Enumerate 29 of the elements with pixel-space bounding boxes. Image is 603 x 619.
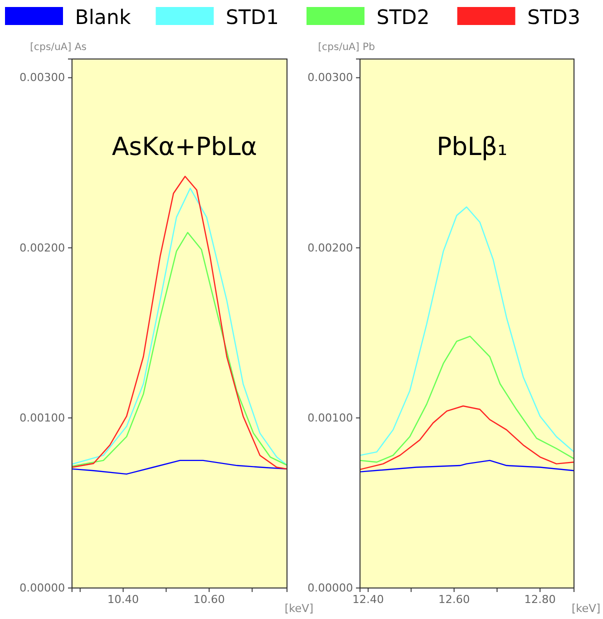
y-tick-label: 0.00200 xyxy=(20,241,65,254)
y-axis-title: [cps/uA] As xyxy=(30,42,87,53)
legend-label: Blank xyxy=(75,5,132,29)
y-tick-label: 0.00200 xyxy=(308,241,353,254)
line-series xyxy=(72,232,287,467)
y-tick-label: 0.00100 xyxy=(308,411,353,424)
x-tick-label: 12.60 xyxy=(438,592,470,606)
y-tick-label: 0.00300 xyxy=(308,71,353,84)
y-tick-label: 0.00300 xyxy=(20,71,65,84)
text: AsKα+PbLα xyxy=(112,132,258,161)
line-series xyxy=(360,336,574,463)
line-series xyxy=(360,206,574,456)
y-tick-label: 0.00000 xyxy=(308,582,353,595)
legend-label: STD3 xyxy=(527,5,580,29)
y-tick-label: 0.00000 xyxy=(20,582,65,595)
line-series xyxy=(360,460,574,472)
x-axis-title: [keV] xyxy=(572,602,600,615)
line-series xyxy=(72,460,287,475)
legend-label: STD2 xyxy=(376,5,430,29)
text: PbLβ₁ xyxy=(436,132,508,161)
x-tick-label: 10.40 xyxy=(107,592,139,606)
x-tick-label: 10.60 xyxy=(193,592,225,606)
x-axis-title: [keV] xyxy=(284,602,314,615)
legend-label: STD1 xyxy=(226,5,279,29)
line-series xyxy=(360,405,574,470)
x-tick-label: 12.80 xyxy=(524,592,556,606)
x-tick-label: 12.40 xyxy=(352,592,384,606)
y-axis-title: [cps/uA] Pb xyxy=(318,42,375,53)
y-tick-label: 0.00100 xyxy=(20,411,65,424)
